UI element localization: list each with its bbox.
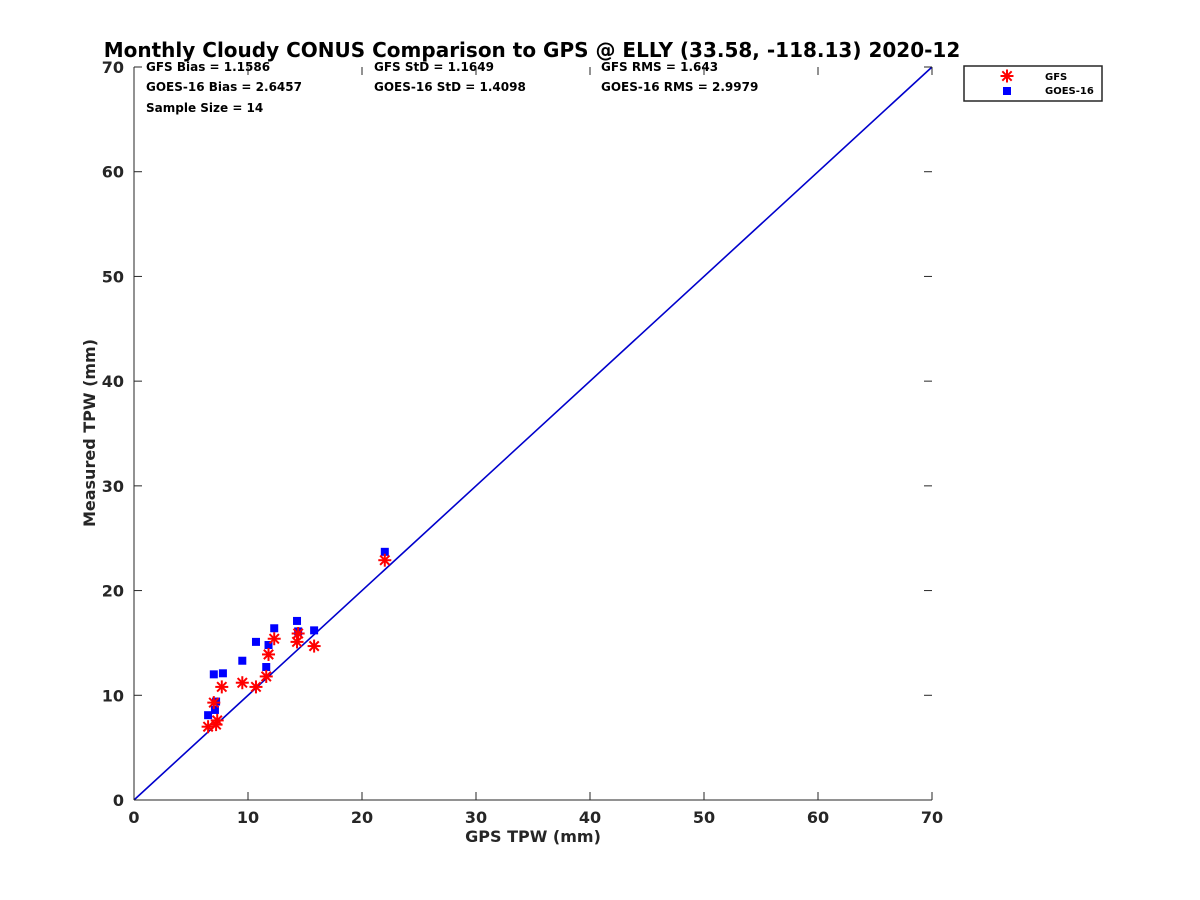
goes16-point <box>238 656 247 665</box>
goes16-point <box>264 641 273 650</box>
gfs-point <box>307 639 321 653</box>
gfs-point <box>235 676 249 690</box>
stat-label: GFS Bias = 1.1586 <box>146 60 270 74</box>
gfs-point <box>262 647 276 661</box>
x-tick-label: 20 <box>351 808 373 827</box>
goes16-point <box>380 547 389 556</box>
y-axis-label: Measured TPW (mm) <box>80 339 99 527</box>
goes16-point <box>270 624 279 633</box>
legend-goes16-marker <box>1003 87 1011 95</box>
stat-label: GOES-16 RMS = 2.9979 <box>601 80 758 94</box>
goes16-point <box>262 663 271 672</box>
axes <box>133 67 932 801</box>
goes16-point <box>310 626 319 635</box>
y-tick-label: 70 <box>102 58 124 77</box>
gfs-point <box>267 632 281 646</box>
y-tick-label: 40 <box>102 372 124 391</box>
y-tick-label: 60 <box>102 163 124 182</box>
y-ticks: 0 10 20 30 40 50 60 70 <box>102 58 932 810</box>
gfs-point <box>201 720 215 734</box>
x-axis-label: GPS TPW (mm) <box>465 827 601 846</box>
legend: GFS GOES-16 <box>963 65 1103 102</box>
gfs-point <box>249 680 263 694</box>
x-tick-label: 0 <box>128 808 139 827</box>
stat-label: Sample Size = 14 <box>146 101 263 115</box>
stat-label: GFS RMS = 1.643 <box>601 60 718 74</box>
x-tick-label: 50 <box>693 808 715 827</box>
legend-box <box>963 65 1103 102</box>
goes16-point <box>251 637 260 646</box>
y-tick-label: 10 <box>102 686 124 705</box>
x-tick-label: 60 <box>807 808 829 827</box>
x-tick-label: 40 <box>579 808 601 827</box>
gfs-point <box>207 696 221 710</box>
chart-title: Monthly Cloudy CONUS Comparison to GPS @… <box>104 38 961 62</box>
y-tick-label: 0 <box>113 791 124 810</box>
gfs-point <box>291 627 305 641</box>
gfs-point <box>290 635 304 649</box>
legend-gfs-marker <box>1000 69 1014 83</box>
stat-label: GFS StD = 1.1649 <box>374 60 494 74</box>
legend-goes16-label: GOES-16 <box>1045 86 1094 97</box>
x-tick-label: 70 <box>921 808 943 827</box>
goes16-point <box>204 711 213 720</box>
x-ticks: 0 10 20 30 40 50 60 70 <box>128 67 943 827</box>
y-tick-label: 30 <box>102 477 124 496</box>
stat-label: GOES-16 Bias = 2.6457 <box>146 80 302 94</box>
stat-label: GOES-16 StD = 1.4098 <box>374 80 526 94</box>
x-tick-label: 30 <box>465 808 487 827</box>
stats-block: GFS Bias = 1.1586 GFS StD = 1.1649 GFS RMS… <box>146 60 758 115</box>
gfs-point <box>210 713 224 727</box>
series-layer <box>201 547 392 734</box>
y-tick-label: 50 <box>102 267 124 286</box>
goes16-point <box>218 669 227 678</box>
goes16-point <box>293 616 302 625</box>
gfs-point <box>215 680 229 694</box>
x-tick-label: 10 <box>237 808 259 827</box>
gfs-point <box>259 669 273 683</box>
goes16-point <box>209 670 218 679</box>
y-tick-label: 20 <box>102 582 124 601</box>
gfs-point <box>378 553 392 567</box>
legend-gfs-label: GFS <box>1045 72 1067 83</box>
goes16-point <box>210 705 219 714</box>
